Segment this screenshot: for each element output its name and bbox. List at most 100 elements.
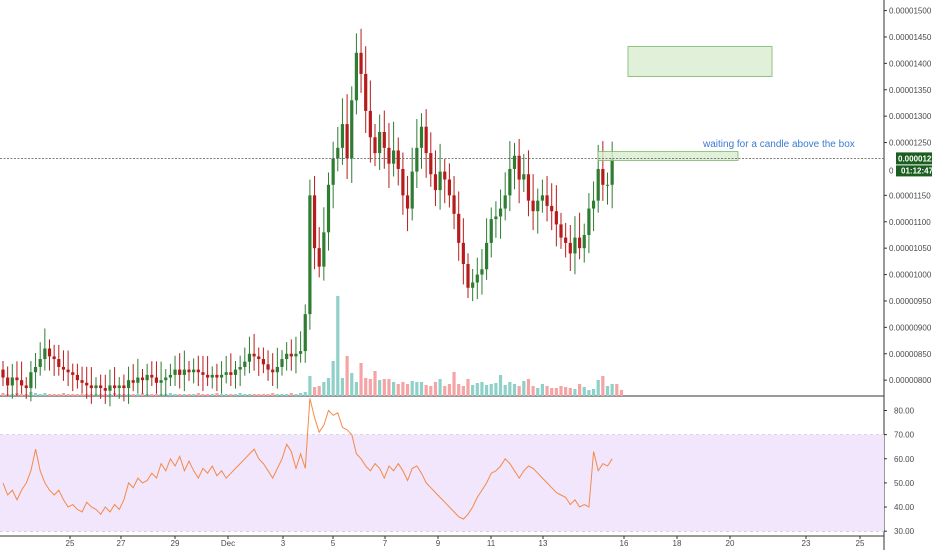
candle — [443, 171, 447, 180]
time-tick-label: 13 — [539, 539, 548, 548]
candle — [475, 274, 479, 283]
volume-bar — [154, 394, 159, 396]
candle — [71, 372, 75, 375]
rsi-band — [0, 434, 884, 532]
volume-bar — [294, 394, 298, 396]
candle — [364, 73, 368, 111]
volume-bar — [187, 394, 191, 396]
candle — [196, 369, 200, 373]
volume-bar — [610, 384, 614, 396]
candle — [75, 374, 79, 381]
volume-bar — [206, 394, 210, 396]
candle — [308, 195, 312, 315]
volume-bar — [447, 384, 451, 396]
volume-bar — [233, 394, 238, 396]
candle — [257, 356, 261, 360]
candle — [345, 124, 349, 159]
target-box — [627, 46, 773, 77]
axes: 0.00001500 0.00001450 0.00001400 0.00001350… — [66, 7, 932, 548]
rsi-tick-label: 50.00 — [894, 479, 915, 488]
time-tick-label: 5 — [331, 539, 336, 548]
candle — [243, 361, 247, 367]
volume-bar — [33, 393, 38, 396]
candle — [238, 366, 242, 370]
candle — [405, 195, 410, 209]
volume-bar — [150, 394, 154, 396]
candle — [610, 158, 614, 185]
candle — [150, 374, 154, 378]
current-price-label: 0.00001220 — [898, 154, 932, 163]
candle — [215, 374, 219, 378]
candle — [140, 377, 145, 381]
candle — [131, 380, 135, 383]
candle — [564, 237, 568, 243]
current-price-badge: 0.00001220 01:12:47 0 — [889, 152, 932, 177]
candle — [85, 382, 89, 386]
volume-bar — [271, 393, 275, 396]
candlesticks — [1, 28, 614, 407]
volume-bar — [61, 393, 66, 396]
volume-bar — [438, 379, 442, 396]
time-tick-label: 20 — [726, 539, 735, 548]
candle — [368, 110, 372, 138]
candle — [285, 353, 289, 360]
candle — [568, 242, 572, 254]
candle — [136, 377, 140, 383]
candle — [452, 195, 456, 214]
volume-bar — [382, 379, 386, 396]
candle — [6, 377, 10, 386]
candle — [24, 385, 28, 389]
volume-bar — [1, 393, 5, 396]
candle — [233, 369, 238, 375]
price-tick-label: 0.00001400 — [889, 59, 932, 68]
candle — [289, 353, 293, 357]
volume-bar — [396, 384, 400, 396]
candle — [322, 232, 326, 267]
candle — [173, 369, 177, 375]
volume-bar — [38, 394, 42, 396]
volume-bar — [582, 387, 586, 396]
volume-bar — [480, 382, 484, 396]
price-tick-label: 0.00001150 — [889, 191, 931, 200]
volume-bar — [489, 384, 493, 396]
volume-bar — [554, 388, 558, 396]
volume-bar — [173, 394, 177, 396]
candle — [66, 369, 70, 373]
candle — [206, 374, 210, 378]
countdown-label: 01:12:47 — [901, 166, 932, 175]
candle — [275, 366, 279, 373]
volume-bar — [615, 384, 619, 396]
rsi-polyline — [2, 398, 613, 520]
candle — [294, 353, 298, 357]
volume-bar — [443, 386, 447, 396]
candle — [326, 184, 331, 233]
volume-bar — [540, 384, 544, 396]
candle — [531, 200, 535, 212]
volume-bar — [178, 394, 182, 396]
candle — [601, 168, 605, 185]
volume-bar — [350, 373, 354, 396]
candle — [52, 356, 56, 360]
annotation-text: waiting for a candle above the box — [702, 139, 855, 150]
candle — [126, 380, 131, 389]
rsi-tick-label: 80.00 — [894, 406, 915, 415]
volume-bar — [201, 394, 205, 396]
candle — [89, 385, 93, 389]
volume-bar — [71, 394, 75, 396]
candle — [433, 174, 438, 191]
candle — [429, 153, 433, 175]
volume-bar — [461, 386, 465, 396]
candle — [359, 52, 363, 74]
candle — [382, 132, 386, 148]
volume-bar — [20, 394, 24, 396]
volume-bar — [312, 387, 317, 396]
candle — [192, 369, 196, 373]
candle — [113, 385, 117, 389]
volume-bar — [457, 384, 461, 396]
candle — [480, 269, 484, 275]
candle — [201, 372, 205, 375]
volume-bar — [308, 376, 312, 396]
candle — [219, 374, 224, 378]
candle — [57, 359, 61, 367]
time-tick-label: 29 — [171, 539, 180, 548]
